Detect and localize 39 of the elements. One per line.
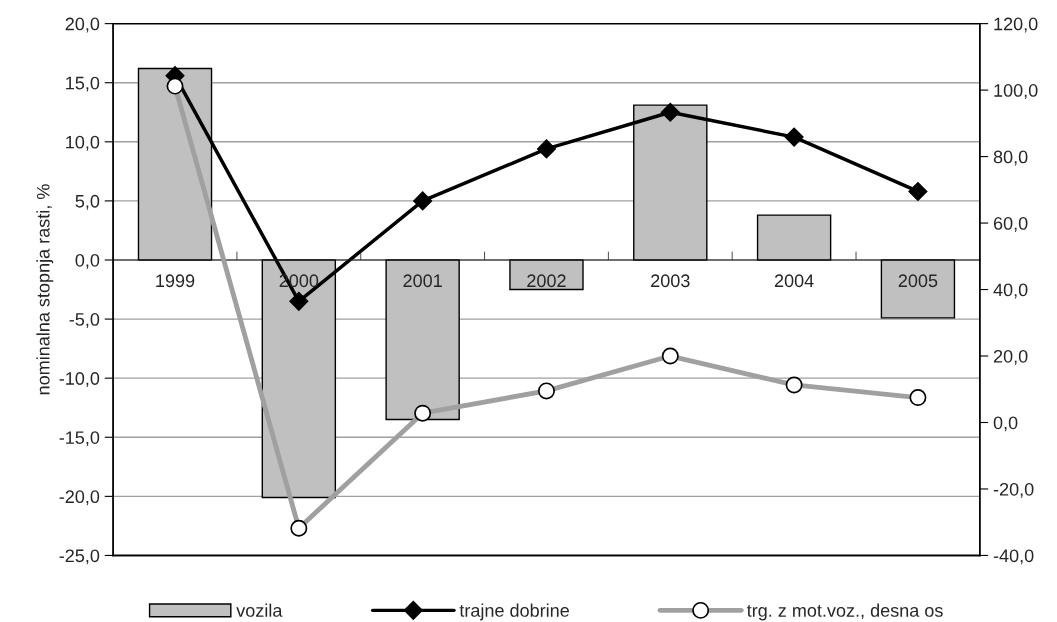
y-axis-title: nominalna stopnja rasti, %	[36, 184, 54, 395]
x-tick-label: 2002	[527, 274, 566, 288]
y2-tick-label: -40,0	[993, 549, 1034, 565]
legend-label: trajne dobrine	[459, 603, 569, 621]
bar	[633, 104, 708, 261]
bar	[385, 259, 460, 421]
y2-tick-label: 0,0	[993, 416, 1018, 432]
y-tick-label: -25,0	[59, 549, 100, 565]
y2-tick-label: 100,0	[994, 84, 1038, 99]
y-tick-label: 15,0	[66, 76, 100, 92]
x-tick-label: 1999	[156, 274, 195, 288]
y-tick-label: -10,0	[59, 372, 100, 388]
y-tick-label: 20,0	[65, 17, 100, 33]
y-tick-label: 10,0	[66, 135, 100, 151]
point	[784, 127, 804, 147]
x-tick-label: 2005	[898, 274, 938, 288]
y2-tick-label: 80,0	[993, 150, 1028, 166]
y2-tick-label: 60,0	[993, 217, 1028, 232]
point	[413, 191, 433, 211]
y2-tick-label: -20,0	[993, 482, 1034, 498]
x-tick-label: 2004	[774, 274, 814, 288]
legend-label: trg. z mot.voz., desna os	[746, 603, 943, 621]
y2-tick-label: 120,0	[994, 17, 1038, 33]
point	[536, 139, 557, 159]
y-tick-label: 0,0	[75, 253, 100, 269]
point	[660, 102, 680, 122]
y-tick-label: 5,0	[75, 194, 100, 210]
y2-tick-label: 40,0	[993, 283, 1028, 299]
point	[289, 291, 309, 311]
y-tick-label: -15,0	[59, 431, 100, 447]
point	[908, 181, 928, 201]
bar	[880, 259, 956, 319]
bar	[756, 214, 832, 261]
y-tick-label: -5,0	[69, 313, 100, 328]
x-tick-label: 2003	[651, 274, 690, 288]
legend-label: vozila	[236, 603, 283, 617]
y2-tick-label: 20,0	[993, 349, 1028, 365]
y-tick-label: -20,0	[59, 490, 100, 506]
x-tick-label: 2001	[403, 274, 442, 288]
